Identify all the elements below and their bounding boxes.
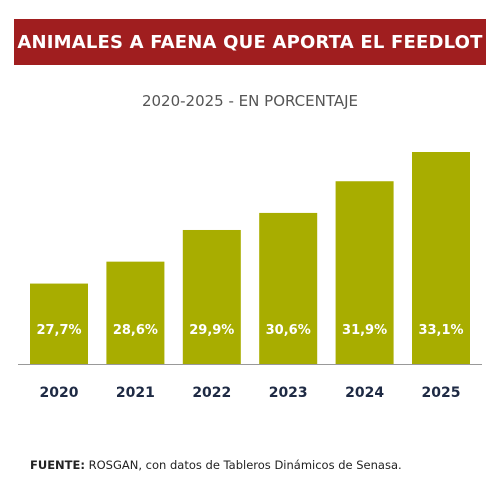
x-tick-label-2025: 2025 (422, 385, 461, 401)
source-note: FUENTE: ROSGAN, con datos de Tableros Di… (30, 458, 402, 472)
bar-2024 (335, 181, 394, 364)
data-label-2021: 28,6% (113, 323, 158, 338)
bar-2025 (412, 152, 470, 364)
title-banner: ANIMALES A FAENA QUE APORTA EL FEEDLOT (14, 19, 486, 65)
x-tick-label-2024: 2024 (345, 385, 384, 401)
data-label-2023: 30,6% (266, 323, 311, 338)
bar-chart: 27,7% 2020 28,6% 2021 29,9% 2022 30,6% 2023 31,9… (18, 152, 482, 401)
bar-2020 (30, 283, 88, 364)
data-label-2025: 33,1% (418, 323, 463, 338)
data-label-2024: 31,9% (342, 323, 387, 338)
data-label-2022: 29,9% (189, 323, 234, 338)
x-tick-label-2022: 2022 (192, 385, 231, 401)
x-tick-label-2021: 2021 (116, 385, 155, 401)
bar-2021 (106, 261, 165, 364)
source-label: FUENTE: (30, 458, 85, 472)
bar-2022 (182, 229, 241, 364)
chart-title: ANIMALES A FAENA QUE APORTA EL FEEDLOT (17, 31, 483, 53)
x-tick-label-2023: 2023 (269, 385, 308, 401)
data-label-2020: 27,7% (36, 323, 81, 338)
chart-subtitle: 2020-2025 - EN PORCENTAJE (141, 92, 359, 110)
source-text: ROSGAN, con datos de Tableros Dinámicos … (84, 458, 402, 472)
bar-2023 (259, 212, 318, 364)
x-tick-label-2020: 2020 (40, 385, 79, 401)
